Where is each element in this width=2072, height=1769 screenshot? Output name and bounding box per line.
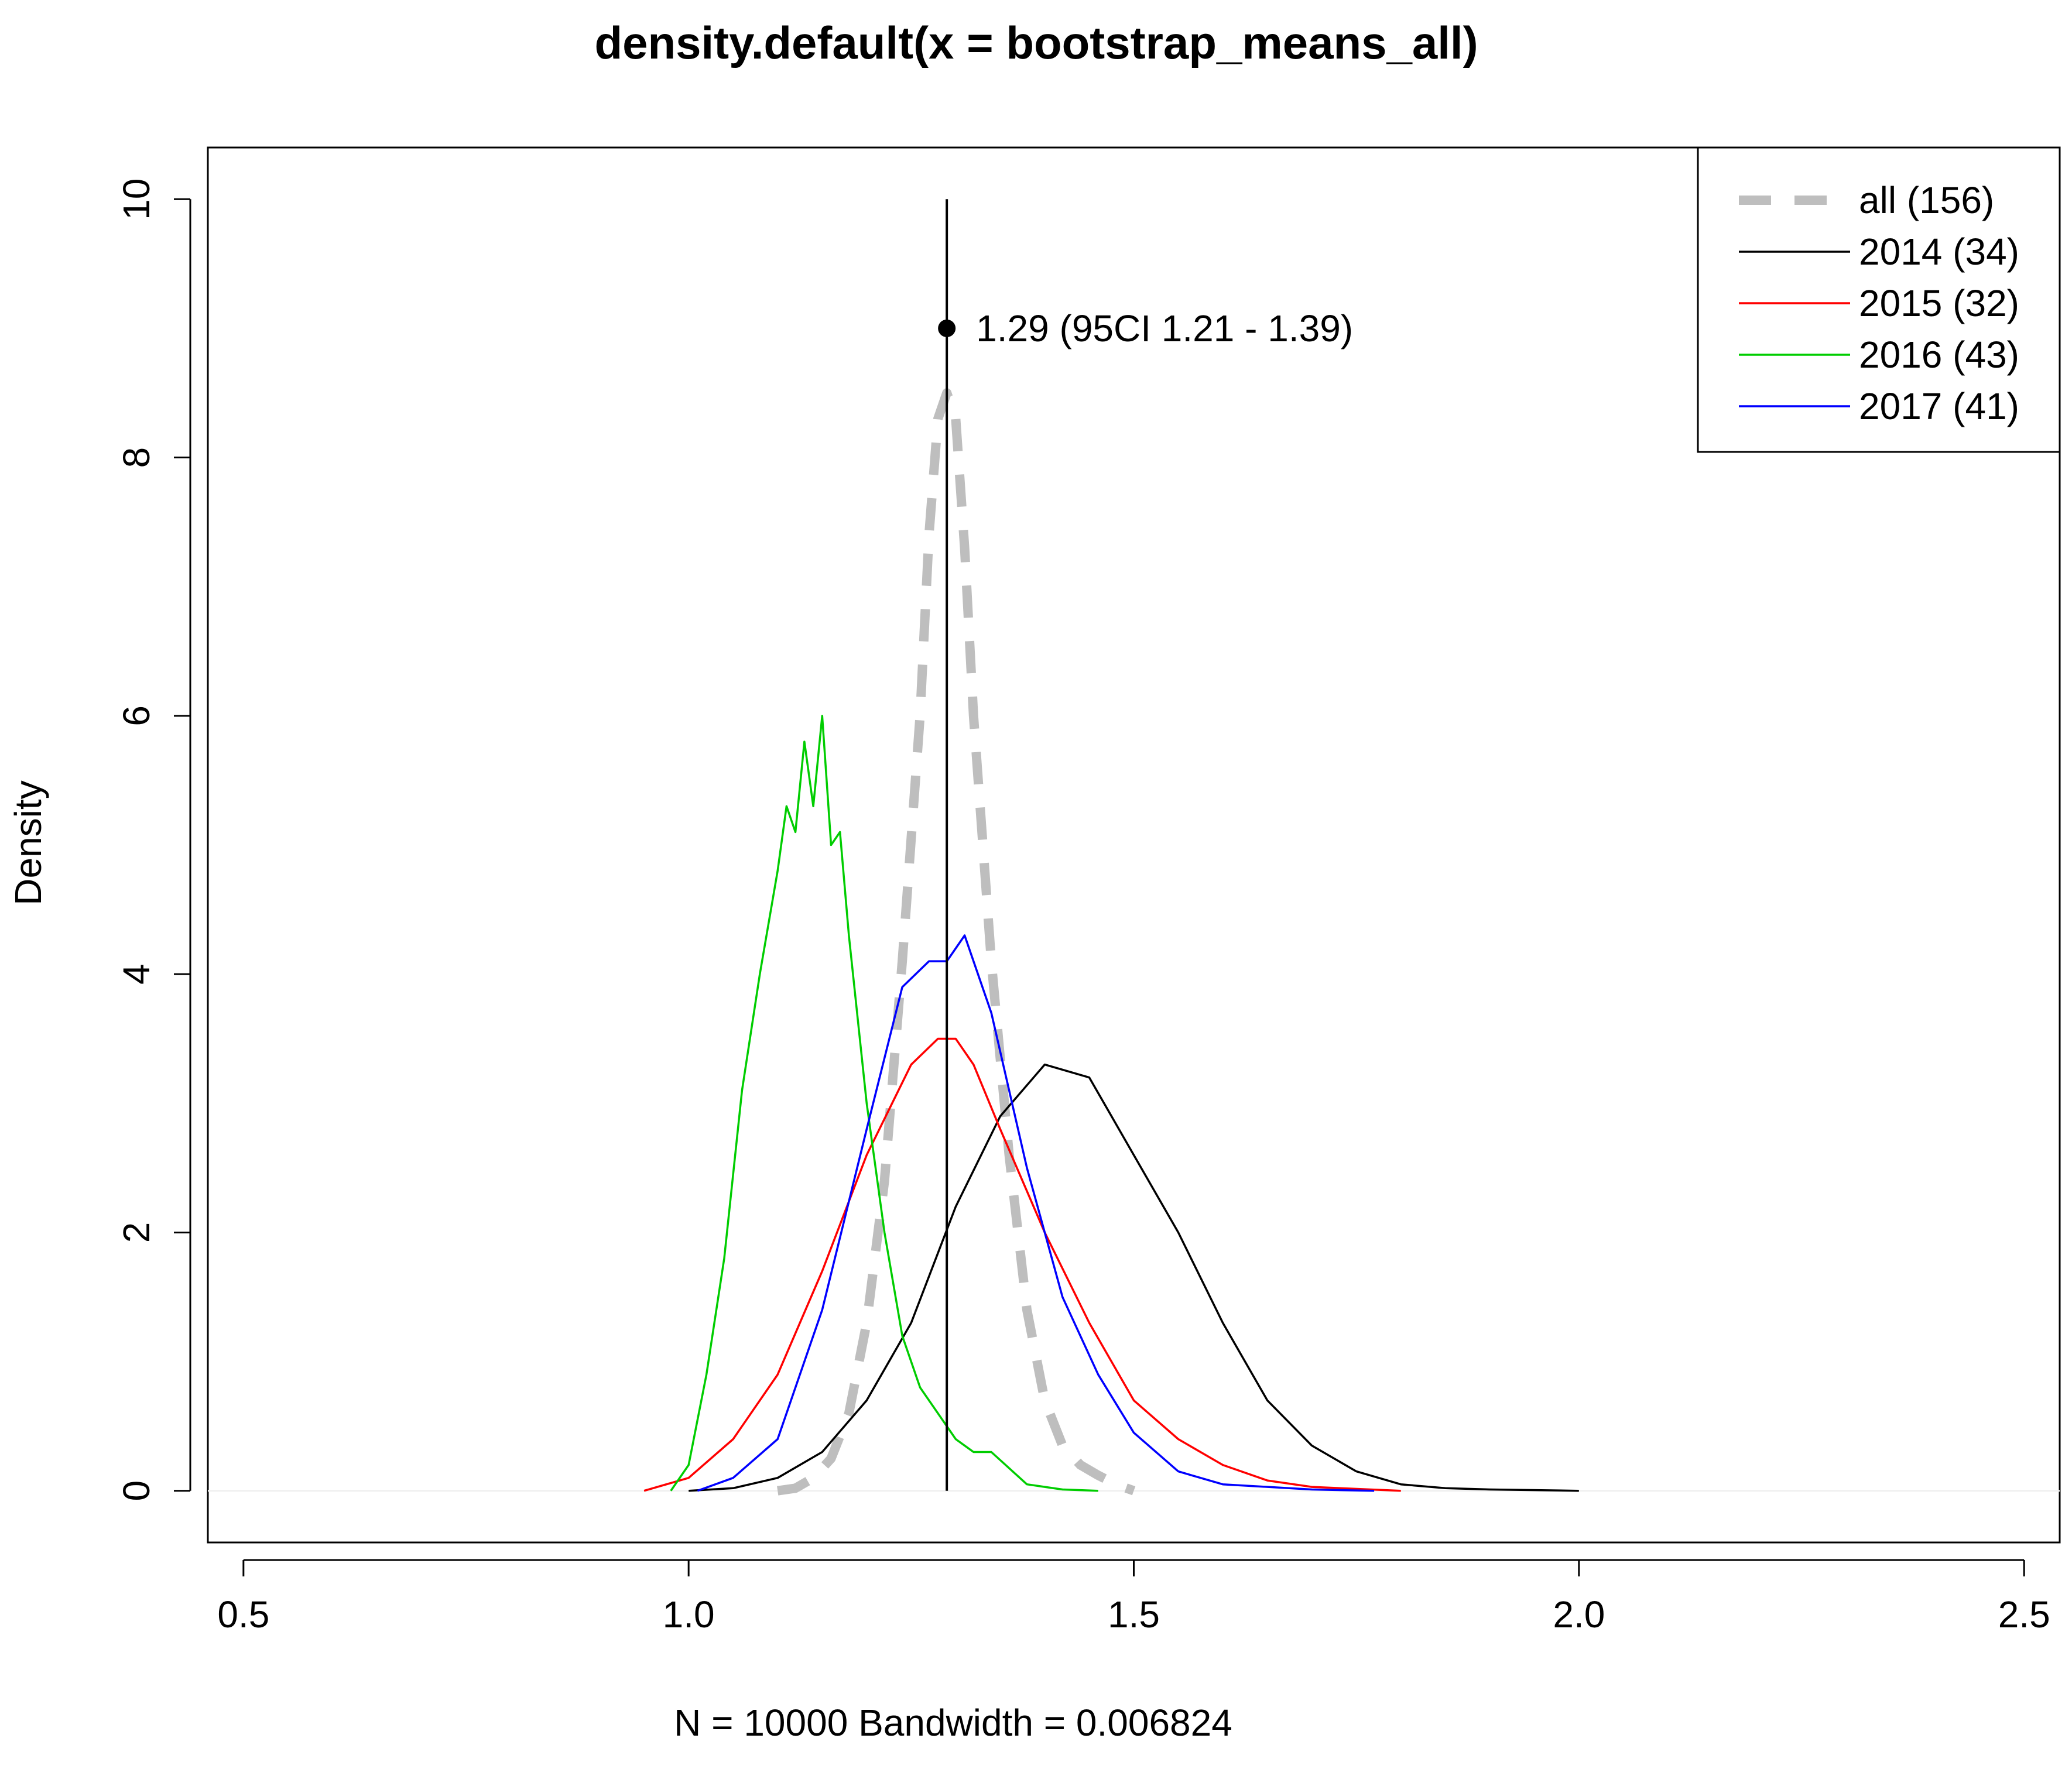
y-tick-label: 4 [115, 964, 157, 985]
axes: 0.5 1.0 1.5 2.0 2.5 0 2 4 6 8 10 [115, 146, 2061, 1636]
estimate-marker: 1.29 (95CI 1.21 - 1.39) [938, 199, 1353, 1491]
legend-label: 2016 (43) [1859, 334, 2019, 376]
legend-label: 2015 (32) [1859, 282, 2019, 324]
estimate-annotation: 1.29 (95CI 1.21 - 1.39) [976, 307, 1353, 349]
density-curves [643, 388, 1579, 1496]
series-line-2015 [643, 1037, 1401, 1492]
series-line-2016 [670, 715, 1098, 1492]
y-tick-label: 10 [115, 179, 157, 220]
plot-frame [207, 146, 2061, 1544]
legend-label: 2014 (34) [1859, 231, 2019, 273]
y-tick-label: 2 [115, 1222, 157, 1243]
chart-title: density.default(x = bootstrap_means_all) [594, 17, 1478, 68]
legend-label: 2017 (41) [1859, 385, 2019, 427]
legend-label: all (156) [1859, 179, 1994, 221]
x-axis-label: N = 10000 Bandwidth = 0.006824 [674, 1702, 1232, 1744]
x-tick-label: 1.0 [663, 1593, 715, 1636]
y-tick-label: 8 [115, 447, 157, 468]
y-axis-label: Density [7, 780, 49, 905]
x-tick-label: 2.0 [1553, 1593, 1605, 1636]
series-line-2017 [697, 934, 1375, 1492]
series-line-all [777, 388, 1136, 1496]
legend: all (156) 2014 (34) 2015 (32) 2016 (43) 2017… [1697, 146, 2061, 453]
x-tick-label: 2.5 [1998, 1593, 2050, 1636]
series-line-2014 [689, 1063, 1579, 1492]
x-tick-label: 0.5 [217, 1593, 269, 1636]
estimate-point [938, 319, 956, 337]
y-tick-label: 6 [115, 705, 157, 726]
y-tick-label: 0 [115, 1480, 157, 1501]
x-tick-label: 1.5 [1108, 1593, 1160, 1636]
